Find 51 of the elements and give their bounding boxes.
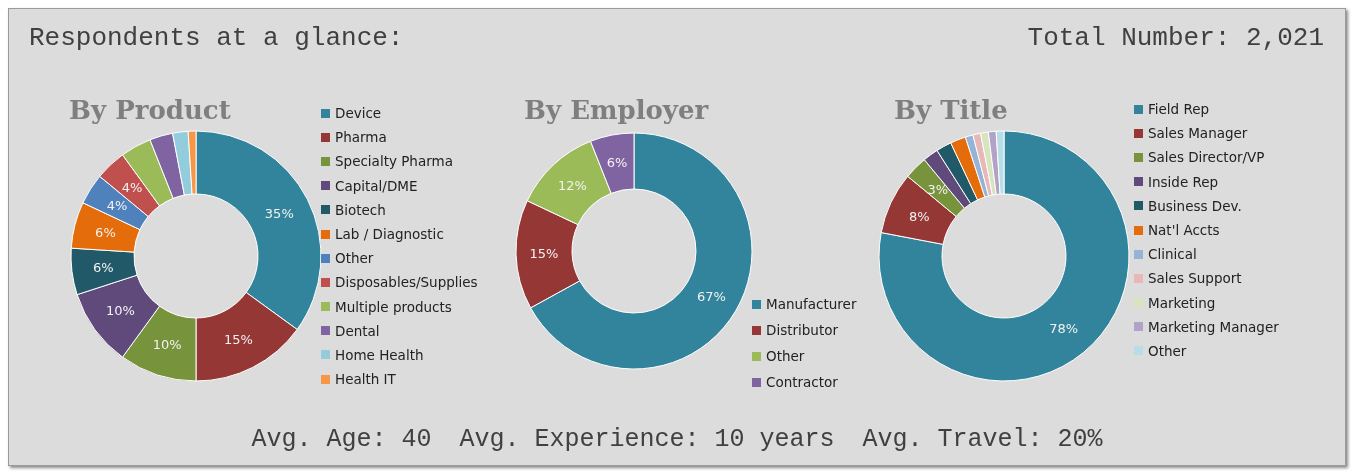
legend-label: Other [1148,342,1187,359]
legend-label: Contractor [766,374,838,390]
legend-label: Pharma [335,129,387,146]
chart-title: By Employer [524,95,709,125]
data-label: 6% [606,155,628,171]
donut-slice [878,130,1130,382]
text: Respondents at a glance: [29,23,404,53]
legend-label: Other [766,348,805,364]
legend-label: Field Rep [1148,101,1210,118]
legend-label: Multiple products [335,298,452,315]
legend-label: Inside Rep [1148,173,1219,190]
data-label: 4% [106,198,128,214]
text: Avg. Age: 40 [251,425,432,456]
data-label: 6% [95,225,116,241]
legend-label: Clinical [1148,246,1197,263]
data-label: 10% [152,337,182,353]
data-label: 15% [529,246,559,262]
legend-label: Specialty Pharma [335,153,453,170]
text: Avg. Travel: 20% [862,425,1103,456]
legend-label: Sales Support [1148,270,1242,287]
legend-label: Health IT [335,371,396,388]
legend-label: Marketing Manager [1148,318,1279,335]
legend-label: Sales Manager [1148,125,1248,142]
legend-label: Home Health [335,346,424,363]
legend-label: Other [335,250,374,267]
data-label: 78% [1049,320,1079,336]
legend-label: Biotech [335,201,386,218]
legend-label: Dental [335,322,380,339]
chart-title: By Product [69,95,231,125]
legend-label: Nat'l Accts [1148,222,1220,239]
data-label: 15% [223,331,253,347]
legend-label: Distributor [766,322,839,338]
text: Total Number: 2,021 [1027,23,1324,53]
legend-label: Disposables/Supplies [335,274,478,291]
legend-label: Capital/DME [335,177,418,194]
data-label: 10% [105,303,135,319]
data-label: 35% [264,206,294,222]
legend-label: Manufacturer [766,296,857,312]
legend-label: Lab / Diagnostic [335,226,444,243]
data-label: 6% [92,260,114,276]
data-label: 12% [557,177,587,193]
data-label: 67% [697,289,726,305]
text: Avg. Experience: 10 years [459,425,835,456]
legend-label: Business Dev. [1148,197,1242,214]
chart-title: By Title [894,95,1008,125]
legend-label: Sales Director/VP [1148,149,1265,166]
data-label: 8% [909,208,930,224]
data-label: 3% [927,182,949,198]
legend-label: Marketing [1148,294,1216,311]
legend-label: Device [335,105,382,122]
data-label: 4% [121,180,143,196]
